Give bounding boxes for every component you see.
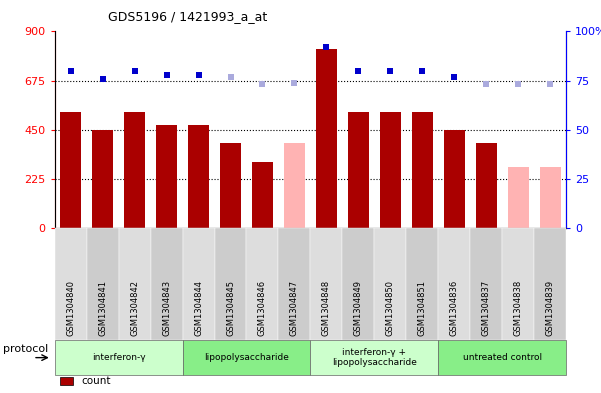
- Bar: [124, 112, 145, 228]
- Text: GSM1304850: GSM1304850: [386, 280, 395, 336]
- Bar: [284, 143, 305, 228]
- Text: GSM1304846: GSM1304846: [258, 280, 267, 336]
- Text: GSM1304845: GSM1304845: [226, 280, 235, 336]
- Text: GSM1304848: GSM1304848: [322, 280, 331, 336]
- Bar: [252, 162, 273, 228]
- Text: GDS5196 / 1421993_a_at: GDS5196 / 1421993_a_at: [108, 10, 267, 23]
- Bar: [348, 112, 369, 228]
- Text: GSM1304841: GSM1304841: [98, 280, 107, 336]
- Text: GSM1304840: GSM1304840: [66, 280, 75, 336]
- Text: GSM1304844: GSM1304844: [194, 280, 203, 336]
- Bar: [156, 125, 177, 228]
- Text: GSM1304849: GSM1304849: [354, 280, 363, 336]
- Text: interferon-γ: interferon-γ: [92, 353, 145, 362]
- Text: count: count: [81, 376, 111, 386]
- Text: GSM1304843: GSM1304843: [162, 280, 171, 336]
- Bar: [188, 125, 209, 228]
- Text: GSM1304836: GSM1304836: [450, 280, 459, 336]
- Text: GSM1304842: GSM1304842: [130, 280, 139, 336]
- Bar: [92, 130, 113, 228]
- Text: interferon-γ +
lipopolysaccharide: interferon-γ + lipopolysaccharide: [332, 348, 416, 367]
- Text: GSM1304837: GSM1304837: [482, 280, 491, 336]
- Text: GSM1304851: GSM1304851: [418, 280, 427, 336]
- Bar: [380, 112, 401, 228]
- Bar: [540, 167, 561, 228]
- Bar: [444, 130, 465, 228]
- Text: lipopolysaccharide: lipopolysaccharide: [204, 353, 289, 362]
- Bar: [508, 167, 529, 228]
- Text: GSM1304847: GSM1304847: [290, 280, 299, 336]
- Bar: [476, 143, 496, 228]
- Bar: [412, 112, 433, 228]
- Bar: [220, 143, 241, 228]
- Bar: [316, 49, 337, 228]
- Text: GSM1304838: GSM1304838: [514, 280, 523, 336]
- Text: untreated control: untreated control: [463, 353, 542, 362]
- Bar: [60, 112, 81, 228]
- Text: GSM1304839: GSM1304839: [546, 280, 555, 336]
- Text: protocol: protocol: [3, 344, 48, 354]
